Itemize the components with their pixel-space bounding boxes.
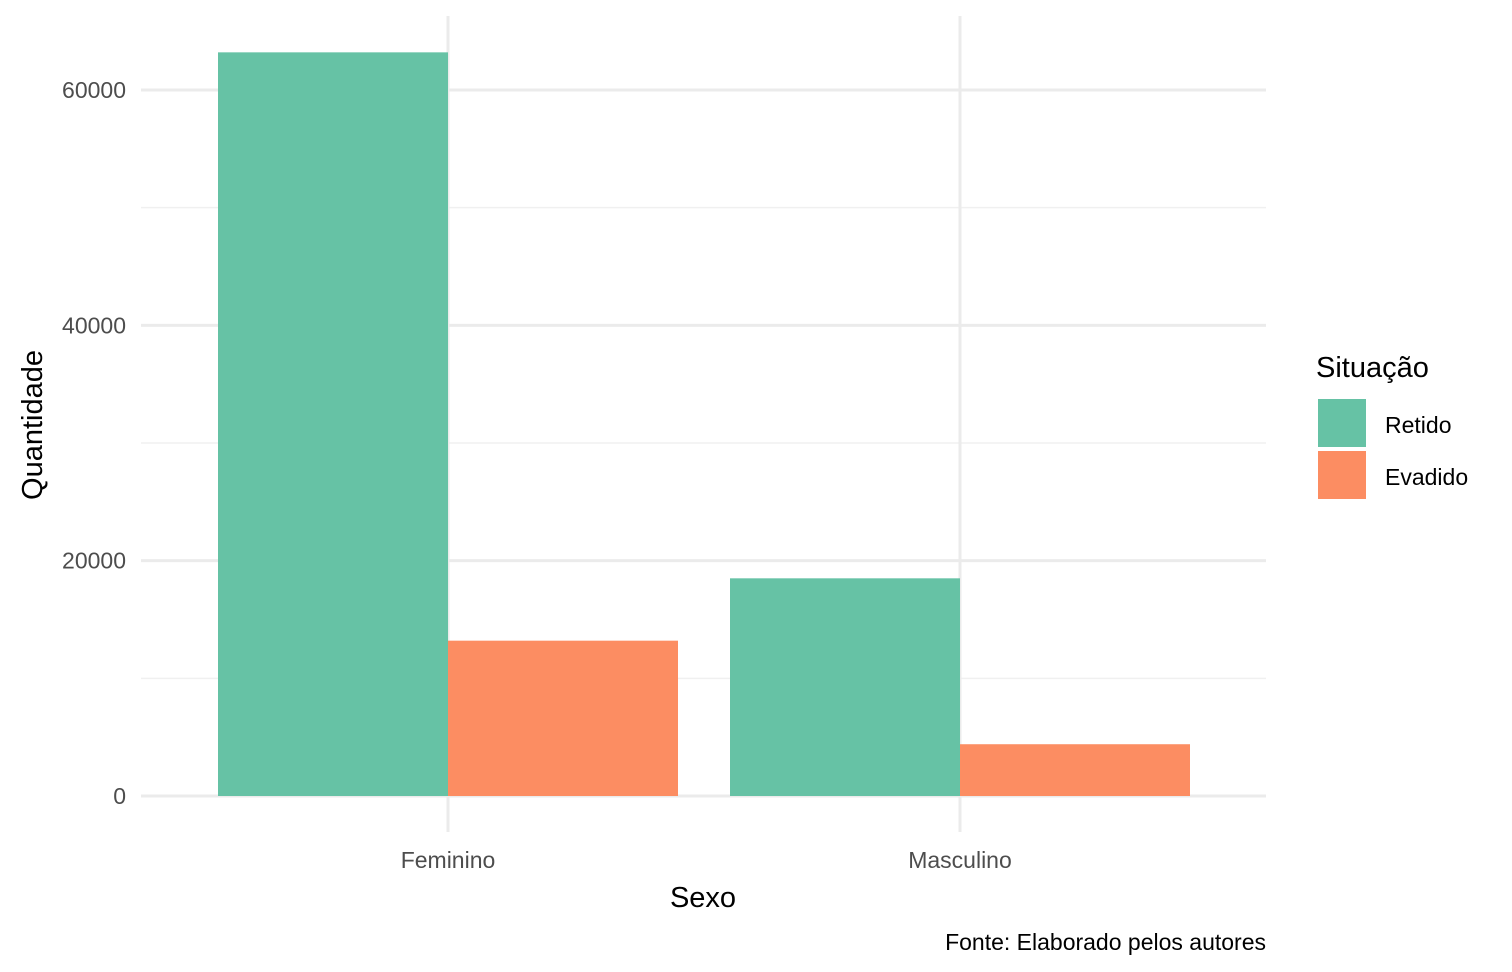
bar-evadido-masculino — [960, 744, 1190, 796]
legend: Situação Retido Evadido — [1316, 352, 1468, 499]
x-tick-label: Masculino — [908, 847, 1012, 873]
legend-swatch-evadido — [1318, 451, 1366, 499]
y-tick-label: 60000 — [62, 77, 126, 103]
bar-evadido-feminino — [448, 640, 678, 796]
bar-retido-masculino — [730, 578, 960, 796]
bar-retido-feminino — [218, 52, 448, 796]
x-tick-label: Feminino — [401, 847, 496, 873]
x-axis-title: Sexo — [670, 882, 736, 914]
y-tick-label: 20000 — [62, 548, 126, 574]
bars-layer — [218, 52, 1190, 796]
ticks-layer: 0 20000 40000 60000 Feminino Masculino — [62, 77, 1012, 873]
legend-label-retido: Retido — [1385, 412, 1451, 438]
y-tick-label: 40000 — [62, 312, 126, 338]
chart-caption: Fonte: Elaborado pelos autores — [945, 929, 1266, 955]
y-axis-title: Quantidade — [17, 350, 49, 500]
y-tick-label: 0 — [113, 783, 126, 809]
legend-title: Situação — [1316, 352, 1429, 384]
legend-label-evadido: Evadido — [1385, 464, 1468, 490]
legend-swatch-retido — [1318, 399, 1366, 447]
